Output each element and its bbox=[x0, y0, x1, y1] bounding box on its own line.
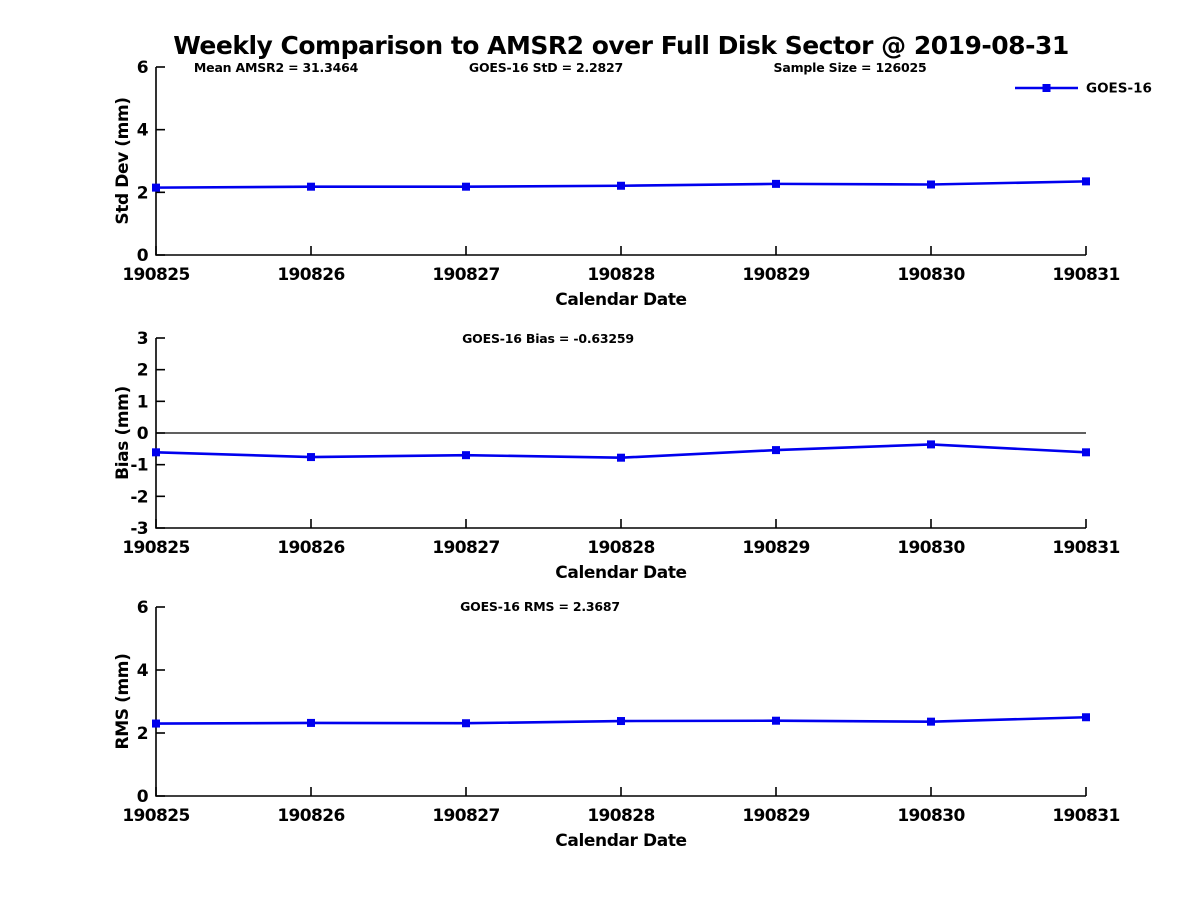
x-tick-label: 190825 bbox=[122, 806, 189, 826]
x-tick-label: 190827 bbox=[432, 538, 499, 558]
data-point-marker bbox=[152, 183, 160, 192]
data-point-marker bbox=[307, 718, 315, 727]
data-point-marker bbox=[152, 448, 160, 457]
annotation: Sample Size = 126025 bbox=[774, 60, 927, 75]
y-tick-label: -3 bbox=[130, 519, 148, 539]
data-point-marker bbox=[1082, 177, 1090, 186]
figure-title: Weekly Comparison to AMSR2 over Full Dis… bbox=[173, 31, 1069, 60]
axis-spines bbox=[155, 67, 1086, 256]
y-axis-label: Std Dev (mm) bbox=[113, 97, 133, 224]
y-tick-label: 4 bbox=[137, 121, 149, 141]
data-point-marker bbox=[1082, 448, 1090, 457]
charts-group: 0 2 4 6 190825 190826 190827 190828 190829 190830… bbox=[113, 58, 1152, 851]
data-point-marker bbox=[1082, 713, 1090, 722]
y-tick-label: 6 bbox=[137, 598, 148, 618]
data-point-marker bbox=[772, 446, 780, 455]
y-tick-label: 0 bbox=[137, 424, 149, 444]
y-tick-label: -1 bbox=[130, 456, 148, 476]
data-point-marker bbox=[462, 719, 470, 728]
x-tick-label: 190828 bbox=[587, 265, 654, 285]
data-point-marker bbox=[772, 716, 780, 725]
x-tick-label: 190826 bbox=[277, 265, 344, 285]
data-point-marker bbox=[307, 182, 315, 191]
data-point-marker bbox=[152, 719, 160, 728]
data-point-marker bbox=[617, 453, 625, 462]
legend: GOES-16 bbox=[1015, 81, 1152, 97]
x-tick-label: 190831 bbox=[1052, 538, 1119, 558]
y-tick-label: 3 bbox=[137, 329, 148, 349]
annotation: GOES-16 Bias = -0.63259 bbox=[462, 331, 634, 346]
x-tick-label: 190830 bbox=[897, 806, 965, 826]
x-tick-label: 190825 bbox=[122, 265, 189, 285]
legend-marker bbox=[1042, 84, 1051, 92]
y-tick-label: 0 bbox=[137, 246, 149, 266]
annotation: Mean AMSR2 = 31.3464 bbox=[194, 60, 359, 75]
data-point-marker bbox=[617, 181, 625, 190]
y-tick-label: 4 bbox=[137, 661, 149, 681]
x-axis-label: Calendar Date bbox=[555, 563, 686, 583]
x-tick-label: 190825 bbox=[122, 538, 189, 558]
subplot-bias: -3 -2 -1 0 1 2 3 190825 190826 190827 190828 190829… bbox=[113, 329, 1120, 583]
data-point-marker bbox=[462, 182, 470, 191]
x-tick-label: 190827 bbox=[432, 265, 499, 285]
data-point-marker bbox=[307, 453, 315, 462]
x-tick-label: 190826 bbox=[277, 806, 344, 826]
x-axis-label: Calendar Date bbox=[555, 831, 686, 851]
data-point-marker bbox=[927, 440, 935, 449]
y-axis-label: RMS (mm) bbox=[113, 654, 133, 750]
y-tick-label: 1 bbox=[137, 392, 148, 412]
y-tick-label: 2 bbox=[137, 183, 148, 203]
x-tick-label: 190830 bbox=[897, 265, 965, 285]
x-tick-label: 190831 bbox=[1052, 806, 1119, 826]
axis-spines bbox=[155, 607, 1086, 797]
y-tick-label: 6 bbox=[137, 58, 148, 78]
x-tick-label: 190829 bbox=[742, 265, 809, 285]
data-point-marker bbox=[927, 717, 935, 726]
x-tick-label: 190830 bbox=[897, 538, 965, 558]
annotation: GOES-16 RMS = 2.3687 bbox=[460, 599, 620, 614]
data-point-marker bbox=[617, 717, 625, 726]
subplot-std-dev: 0 2 4 6 190825 190826 190827 190828 190829 190830… bbox=[113, 58, 1152, 310]
x-axis-label: Calendar Date bbox=[555, 290, 686, 310]
subplot-rms: 0 2 4 6 190825 190826 190827 190828 190829 190830… bbox=[113, 598, 1120, 851]
x-tick-label: 190829 bbox=[742, 806, 809, 826]
y-tick-label: 2 bbox=[137, 724, 148, 744]
x-tick-label: 190826 bbox=[277, 538, 344, 558]
data-point-marker bbox=[927, 180, 935, 189]
y-tick-label: 2 bbox=[137, 361, 148, 381]
x-tick-label: 190829 bbox=[742, 538, 809, 558]
data-point-marker bbox=[462, 451, 470, 460]
annotation: GOES-16 StD = 2.2827 bbox=[469, 60, 623, 75]
legend-label: GOES-16 bbox=[1086, 81, 1152, 97]
y-tick-label: -2 bbox=[130, 487, 148, 507]
x-tick-label: 190828 bbox=[587, 806, 654, 826]
x-tick-label: 190827 bbox=[432, 806, 499, 826]
x-tick-label: 190828 bbox=[587, 538, 654, 558]
y-axis-label: Bias (mm) bbox=[113, 386, 133, 480]
x-tick-label: 190831 bbox=[1052, 265, 1119, 285]
y-tick-label: 0 bbox=[137, 787, 149, 807]
data-point-marker bbox=[772, 179, 780, 188]
